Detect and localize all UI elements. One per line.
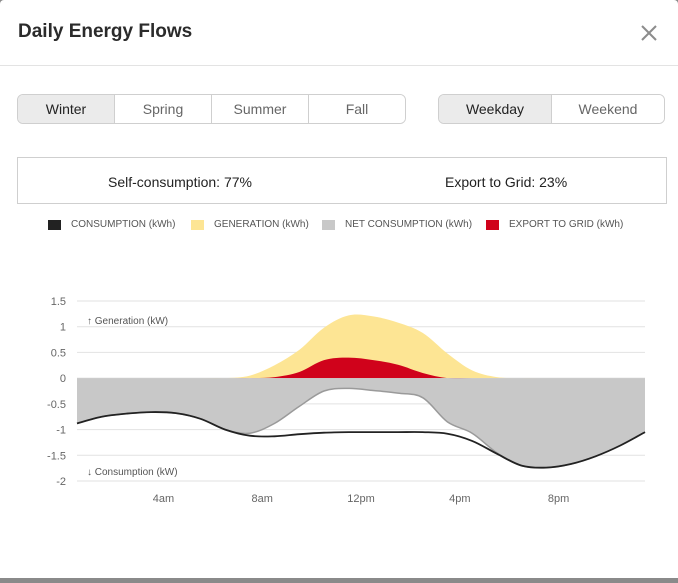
tab-weekend[interactable]: Weekend xyxy=(551,95,664,123)
self-consumption-stat: Self-consumption: 77% xyxy=(108,174,252,190)
y-tick-label: 1 xyxy=(60,322,66,334)
y-tick-label: 1.5 xyxy=(51,296,66,308)
background-page xyxy=(0,578,678,583)
day-type-selector: Weekday Weekend xyxy=(438,94,665,124)
x-tick-label: 8pm xyxy=(548,493,569,505)
tab-winter[interactable]: Winter xyxy=(18,95,114,123)
legend-swatch xyxy=(48,220,61,230)
x-tick-label: 8am xyxy=(252,493,273,505)
legend-label: EXPORT TO GRID (kWh) xyxy=(509,219,624,230)
y-tick-label: -1.5 xyxy=(47,450,66,462)
legend-label: GENERATION (kWh) xyxy=(214,219,309,230)
y-tick-label: -1 xyxy=(56,425,66,437)
consumption-line xyxy=(76,411,646,469)
generation-area xyxy=(77,314,645,379)
x-tick-label: 4pm xyxy=(449,493,470,505)
stats-panel: Self-consumption: 77% Export to Grid: 23… xyxy=(17,157,667,204)
tab-fall[interactable]: Fall xyxy=(308,95,405,123)
x-tick-label: 12pm xyxy=(347,493,375,505)
y-tick-label: -2 xyxy=(56,476,66,488)
net-consumption-area xyxy=(77,378,645,468)
x-tick-label: 4am xyxy=(153,493,174,505)
generation-axis-annotation: ↑ Generation (kW) xyxy=(87,316,168,327)
y-tick-label: -0.5 xyxy=(47,399,66,411)
legend-swatch xyxy=(486,220,499,230)
y-tick-label: 0.5 xyxy=(51,347,66,359)
dialog-header: Daily Energy Flows xyxy=(0,0,678,66)
dialog-title: Daily Energy Flows xyxy=(18,21,193,42)
legend-label: NET CONSUMPTION (kWh) xyxy=(345,219,473,230)
tab-spring[interactable]: Spring xyxy=(114,95,211,123)
export-to-grid-stat: Export to Grid: 23% xyxy=(445,174,568,190)
tab-weekday[interactable]: Weekday xyxy=(439,95,551,123)
legend-label: CONSUMPTION (kWh) xyxy=(71,219,176,230)
tab-summer[interactable]: Summer xyxy=(211,95,308,123)
y-tick-label: 0 xyxy=(60,373,66,385)
legend-swatch xyxy=(191,220,204,230)
close-icon[interactable] xyxy=(636,20,662,46)
season-selector: Winter Spring Summer Fall xyxy=(17,94,406,124)
consumption-axis-annotation: ↓ Consumption (kW) xyxy=(87,467,178,478)
legend-swatch xyxy=(322,220,335,230)
export-to-grid-area xyxy=(77,357,645,379)
